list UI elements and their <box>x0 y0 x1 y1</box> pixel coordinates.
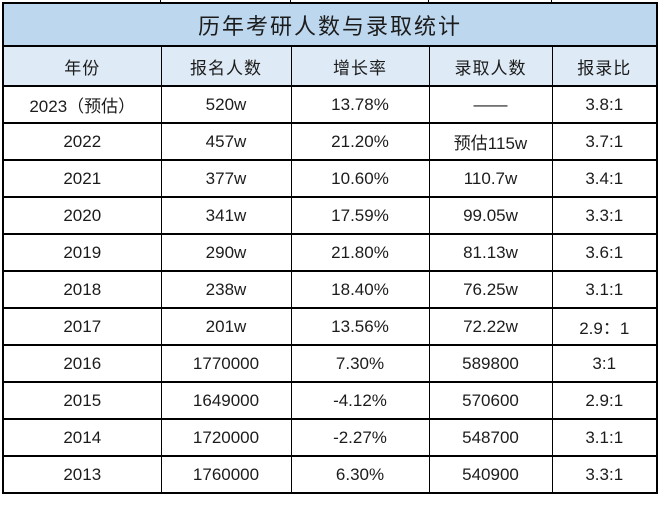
table-cell: 21.20% <box>290 122 430 161</box>
table-cell: 2016 <box>2 344 162 383</box>
table-row: 2022 457w 21.20% 预估115w 3.7:1 <box>2 122 658 161</box>
table-cell: —— <box>428 85 553 124</box>
table-cell: 10.60% <box>290 159 430 198</box>
table-cell: 3:1 <box>551 344 658 383</box>
cropped-row-stub <box>551 0 552 2</box>
table-row: 2013 1760000 6.30% 540900 3.3:1 <box>2 455 658 494</box>
table-cell: 520w <box>160 85 292 124</box>
table-row: 2023（预估） 520w 13.78% —— 3.8:1 <box>2 85 658 124</box>
table-cell: 377w <box>160 159 292 198</box>
table-cell: 589800 <box>428 344 553 383</box>
table-cell: 548700 <box>428 418 553 457</box>
table-cell: 1720000 <box>160 418 292 457</box>
table-cell: 238w <box>160 270 292 309</box>
table-row: 2014 1720000 -2.27% 548700 3.1:1 <box>2 418 658 457</box>
table-row: 2020 341w 17.59% 99.05w 3.3:1 <box>2 196 658 235</box>
table-cell: 2018 <box>2 270 162 309</box>
table-cell: 2023（预估） <box>2 85 162 124</box>
table-row: 2015 1649000 -4.12% 570600 2.9:1 <box>2 381 658 420</box>
statistics-table: 历年考研人数与录取统计 年份 报名人数 增长率 录取人数 报录比 2023（预估） 520… <box>2 2 658 494</box>
table-row: 2018 238w 18.40% 76.25w 3.1:1 <box>2 270 658 309</box>
table-cell: 1760000 <box>160 455 292 494</box>
table-cell: 2015 <box>2 381 162 420</box>
table-cell: 1770000 <box>160 344 292 383</box>
table-cell: 99.05w <box>428 196 553 235</box>
table-cell: 1649000 <box>160 381 292 420</box>
column-header: 报名人数 <box>160 45 292 87</box>
cropped-row-stub <box>160 0 161 2</box>
table-cell: 2013 <box>2 455 162 494</box>
table-cell: 2021 <box>2 159 162 198</box>
table-cell: 3.6:1 <box>551 233 658 272</box>
table-cell: 76.25w <box>428 270 553 309</box>
column-header: 录取人数 <box>428 45 553 87</box>
table-cell: 3.3:1 <box>551 196 658 235</box>
table-cell: 2014 <box>2 418 162 457</box>
table-cell: -4.12% <box>290 381 430 420</box>
cropped-row-stub <box>428 0 429 2</box>
table-title: 历年考研人数与录取统计 <box>2 2 658 47</box>
table-cell: 3.3:1 <box>551 455 658 494</box>
table-row: 2016 1770000 7.30% 589800 3:1 <box>2 344 658 383</box>
table-cell: 3.1:1 <box>551 270 658 309</box>
table-cell: 2017 <box>2 307 162 346</box>
table-cell: 2.9：1 <box>551 307 658 346</box>
table-cell: 72.22w <box>428 307 553 346</box>
table-cell: 预估115w <box>428 122 553 161</box>
table-cell: 457w <box>160 122 292 161</box>
column-header: 年份 <box>2 45 162 87</box>
table-cell: 110.7w <box>428 159 553 198</box>
table-cell: 570600 <box>428 381 553 420</box>
table-cell: 3.1:1 <box>551 418 658 457</box>
table-cell: 7.30% <box>290 344 430 383</box>
table-cell: 81.13w <box>428 233 553 272</box>
table-cell: 21.80% <box>290 233 430 272</box>
column-header: 增长率 <box>290 45 430 87</box>
table-cell: 13.56% <box>290 307 430 346</box>
table-cell: 3.7:1 <box>551 122 658 161</box>
table-cell: 2022 <box>2 122 162 161</box>
table-row: 2019 290w 21.80% 81.13w 3.6:1 <box>2 233 658 272</box>
table-cell: 18.40% <box>290 270 430 309</box>
table-cell: 6.30% <box>290 455 430 494</box>
table-cell: 2019 <box>2 233 162 272</box>
table-cell: -2.27% <box>290 418 430 457</box>
cropped-row-stub <box>290 0 291 2</box>
table-cell: 17.59% <box>290 196 430 235</box>
table-cell: 2020 <box>2 196 162 235</box>
header-row: 年份 报名人数 增长率 录取人数 报录比 <box>2 45 658 87</box>
table-cell: 290w <box>160 233 292 272</box>
table-body: 2023（预估） 520w 13.78% —— 3.8:1 2022 457w 21.20% 预… <box>2 85 658 494</box>
table-cell: 341w <box>160 196 292 235</box>
table-cell: 13.78% <box>290 85 430 124</box>
table-cell: 3.4:1 <box>551 159 658 198</box>
table-row: 2017 201w 13.56% 72.22w 2.9：1 <box>2 307 658 346</box>
column-header: 报录比 <box>551 45 658 87</box>
title-row: 历年考研人数与录取统计 <box>2 2 658 47</box>
table-cell: 201w <box>160 307 292 346</box>
table-cell: 2.9:1 <box>551 381 658 420</box>
table-cell: 540900 <box>428 455 553 494</box>
table-row: 2021 377w 10.60% 110.7w 3.4:1 <box>2 159 658 198</box>
table-cell: 3.8:1 <box>551 85 658 124</box>
